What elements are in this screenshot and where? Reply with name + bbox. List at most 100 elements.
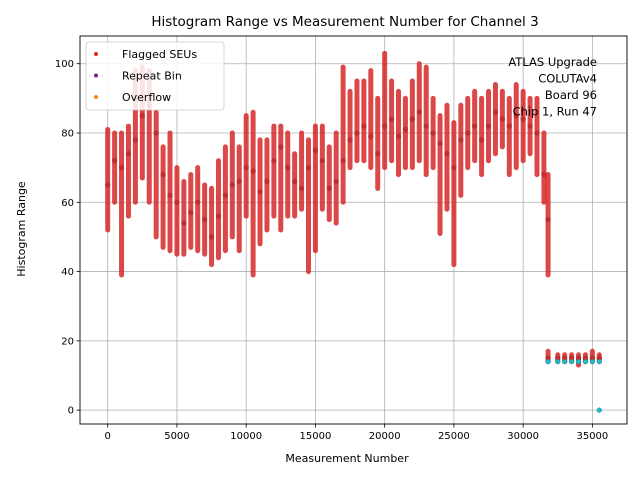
data-point: [222, 192, 228, 198]
data-point: [236, 178, 242, 185]
data-point: [195, 199, 201, 205]
y-tick-label: 100: [55, 59, 74, 70]
data-point: [167, 192, 173, 198]
y-tick-label: 60: [61, 198, 74, 209]
data-point: [575, 359, 582, 365]
data-point: [354, 130, 360, 136]
data-point: [305, 165, 312, 171]
data-point: [333, 178, 339, 185]
x-tick-label: 15000: [300, 431, 332, 442]
data-point: [555, 359, 561, 365]
x-ticks: 0 5000 10000 15000 20000 25000 30000 35000: [105, 424, 608, 442]
data-point: [416, 109, 422, 115]
data-point: [202, 217, 208, 223]
annotation-line: Chip 1, Run 47: [513, 105, 597, 119]
data-point: [382, 123, 388, 129]
annotation-line: ATLAS Upgrade: [508, 55, 597, 69]
data-point: [437, 140, 443, 146]
x-tick-label: 0: [105, 431, 111, 442]
data-point: [243, 165, 249, 171]
x-tick-label: 5000: [164, 431, 189, 442]
data-point: [465, 130, 471, 136]
data-point: [125, 151, 132, 157]
data-point: [285, 165, 291, 171]
data-point: [257, 189, 263, 195]
legend-label: Repeat Bin: [122, 70, 182, 83]
data-point: [458, 137, 464, 143]
data-point: [534, 130, 540, 136]
data-point: [132, 137, 138, 143]
y-tick-label: 20: [61, 336, 74, 347]
data-point: [423, 123, 429, 129]
data-point: [596, 359, 602, 365]
data-point: [506, 123, 512, 129]
data-points: [105, 50, 602, 413]
data-point: [545, 217, 551, 223]
data-point: [596, 407, 602, 413]
x-tick-label: 20000: [369, 431, 401, 442]
data-point: [492, 109, 498, 115]
x-tick-label: 25000: [438, 431, 470, 442]
data-point: [485, 123, 492, 129]
data-point: [326, 185, 332, 191]
annotation-line: COLUTAv4: [538, 72, 597, 86]
data-point: [229, 182, 235, 188]
y-tick-label: 40: [61, 267, 74, 278]
data-point: [451, 165, 457, 171]
data-point: [479, 137, 485, 143]
y-ticks: 0 20 40 60 80 100: [55, 59, 80, 417]
data-point: [527, 123, 533, 129]
x-tick-label: 10000: [230, 431, 262, 442]
data-point: [375, 151, 381, 157]
x-tick-label: 35000: [576, 431, 608, 442]
data-point: [153, 130, 159, 136]
data-point: [368, 133, 374, 140]
legend: Flagged SEUs Repeat Bin Overflow: [85, 41, 225, 111]
run-annotation: ATLAS Upgrade COLUTAv4 Board 96 Chip 1, Run…: [508, 55, 597, 119]
y-axis-label: Histogram Range: [15, 181, 28, 277]
data-point: [513, 113, 519, 119]
data-point: [105, 182, 111, 188]
data-point: [589, 359, 595, 365]
legend-marker: [94, 73, 98, 78]
data-point: [181, 220, 187, 226]
x-tick-label: 30000: [507, 431, 539, 442]
data-point: [118, 165, 125, 171]
data-point: [215, 213, 222, 219]
data-point: [299, 185, 305, 191]
data-point: [444, 151, 450, 157]
data-point: [347, 137, 353, 143]
data-point: [188, 210, 194, 216]
data-point: [402, 126, 408, 133]
annotation-line: Board 96: [545, 88, 597, 102]
x-axis-label: Measurement Number: [285, 452, 409, 465]
data-point: [430, 130, 436, 136]
data-point: [312, 147, 318, 153]
data-point: [582, 359, 589, 365]
data-point: [389, 116, 395, 122]
data-point: [112, 158, 118, 164]
data-point: [271, 158, 277, 164]
data-point: [209, 234, 215, 240]
data-point: [278, 144, 284, 150]
data-point: [569, 359, 575, 365]
data-point: [472, 123, 478, 129]
y-tick-label: 80: [61, 129, 74, 140]
y-tick-label: 0: [68, 406, 74, 417]
legend-marker: [94, 95, 98, 99]
legend-label: Overflow: [122, 91, 171, 104]
data-point: [545, 359, 551, 365]
chart-title: Histogram Range vs Measurement Number fo…: [151, 14, 538, 30]
data-point: [174, 199, 180, 205]
data-point: [361, 123, 367, 129]
data-point: [499, 116, 505, 122]
data-point: [160, 172, 166, 178]
legend-box: [85, 41, 225, 111]
data-point: [395, 133, 402, 140]
data-point: [139, 113, 145, 119]
data-point: [340, 158, 346, 164]
data-point: [264, 178, 270, 185]
plot-border: [79, 35, 628, 425]
data-point: [319, 158, 325, 164]
